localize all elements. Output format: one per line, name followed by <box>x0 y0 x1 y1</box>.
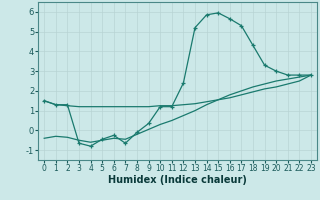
X-axis label: Humidex (Indice chaleur): Humidex (Indice chaleur) <box>108 175 247 185</box>
